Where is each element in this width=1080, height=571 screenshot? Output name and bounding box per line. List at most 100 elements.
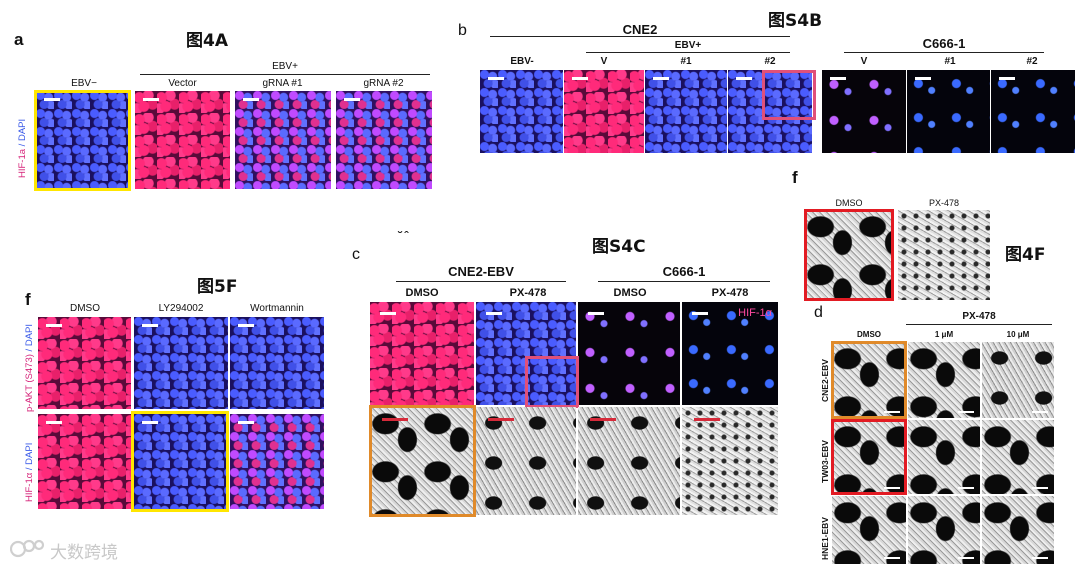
figs4b-cne2-rule — [490, 36, 790, 37]
fig4d-image-r3-10um — [982, 496, 1054, 564]
fig4d-image-r1-10um — [982, 342, 1054, 418]
figs4b-c666-col-1: #1 — [944, 56, 956, 67]
fig5f-image-r2-dmso — [38, 414, 131, 509]
fig4d-image-r2-dmso — [832, 420, 906, 494]
figs4c-group2-rule — [598, 281, 770, 282]
figs4c-image-r1-c666-dmso — [578, 302, 680, 405]
figs4c-group1-label: CNE2-EBV — [448, 264, 514, 279]
figs4c-col-dmso-1: DMSO — [405, 287, 439, 299]
figs4c-image-r2-c666-dmso — [578, 407, 680, 515]
panel-letter-a: a — [14, 30, 24, 49]
fig4d-col-10um: 10 μM — [1006, 330, 1030, 339]
figs4b-c666-image-v — [822, 70, 906, 153]
fig5f-image-r2-wort — [230, 414, 324, 509]
fig4d-row-cne2: CNE2-EBV — [820, 359, 830, 402]
figs4b-c666-col-2: #2 — [1026, 56, 1038, 67]
figs4b-col-v: V — [600, 56, 608, 67]
fig5f-image-r2-ly — [134, 414, 228, 509]
fig4d-image-r1-1um — [908, 342, 980, 418]
figs4b-c666-col-v: V — [860, 56, 868, 67]
fig5f-title: 图5F — [197, 277, 238, 297]
fig4a-image-grna2 — [336, 91, 432, 189]
figs4b-c666-rule — [844, 52, 1044, 53]
figs4c-artifact: ˘ ̂ — [398, 228, 407, 244]
figs4c-image-r1-cne2-dmso — [370, 302, 474, 405]
fig5f-image-r1-ly — [134, 317, 228, 409]
fig4f-title: 图4F — [1005, 245, 1046, 265]
fig4f-col-dmso: DMSO — [835, 198, 863, 208]
fig4d-image-r3-1um — [908, 496, 980, 564]
fig4a-image-ebv-minus — [36, 91, 130, 189]
figs4b-highlight-pink — [762, 70, 816, 120]
figs4b-ebv-plus-label: EBV+ — [674, 40, 702, 51]
figs4c-title: 图S4C — [592, 237, 646, 257]
watermark-text: 大数跨境 — [50, 543, 118, 563]
fig5f-image-r1-dmso — [38, 317, 131, 409]
panel-letter-f-5f: f — [25, 290, 31, 309]
figs4b-image-1 — [645, 70, 727, 153]
figs4b-image-v — [564, 70, 644, 153]
fig4a-col-grna2: gRNA #2 — [363, 78, 404, 89]
fig4a-highlight-yellow — [34, 90, 131, 191]
fig4f-image-px478 — [898, 210, 990, 300]
figs4c-image-r2-cne2-dmso — [370, 407, 474, 515]
fig4d-col-1um: 1 μM — [934, 330, 954, 339]
figs4b-c666-image-1 — [907, 70, 990, 153]
panel-letter-b: b — [458, 22, 467, 39]
fig5f-row1-label: p-AKT (S473) / DAPI — [24, 324, 35, 412]
fig4a-ebv-plus-rule — [140, 74, 430, 75]
figs4c-col-dmso-2: DMSO — [613, 287, 647, 299]
figs4b-col-1: #1 — [680, 56, 692, 67]
figs4b-ebv-plus-rule — [586, 52, 790, 53]
figs4b-image-2 — [728, 70, 812, 153]
fig4f-image-dmso — [805, 210, 893, 300]
fig4d-highlight-red — [831, 419, 907, 495]
fig5f-col-wortmannin: Wortmannin — [250, 303, 304, 314]
fig4d-image-r3-dmso — [832, 496, 906, 564]
figs4b-col-ebv-minus: EBV- — [510, 56, 534, 67]
fig5f-highlight-yellow — [131, 411, 229, 512]
fig4d-px478-label: PX-478 — [962, 311, 996, 322]
figs4c-overlay-label: HIF-1α — [738, 307, 772, 319]
figs4b-image-ebv-minus — [480, 70, 563, 153]
fig4d-image-r2-10um — [982, 420, 1054, 494]
figs4c-group1-rule — [396, 281, 566, 282]
fig4a-title: 图4A — [186, 31, 228, 51]
figs4c-image-r2-cne2-px478 — [476, 407, 576, 515]
figs4c-highlight-orange — [369, 405, 476, 517]
fig4a-image-vector — [135, 91, 230, 189]
watermark-logo-icon — [10, 539, 45, 558]
fig4a-col-vector: Vector — [168, 78, 197, 89]
panel-letter-f-4f: f — [792, 168, 798, 187]
fig4a-image-grna1 — [235, 91, 331, 189]
fig5f-image-r1-wort — [230, 317, 324, 409]
figs4b-cne2-label: CNE2 — [622, 22, 658, 37]
panel-letter-c: c — [352, 246, 360, 263]
fig5f-row2-label: HIF-1α / DAPI — [24, 442, 35, 502]
fig4f-highlight-red — [804, 209, 894, 301]
fig4a-ebv-plus-label: EBV+ — [272, 61, 298, 72]
figs4c-group2-label: C666-1 — [662, 264, 706, 279]
fig4d-image-r1-dmso — [832, 342, 906, 418]
figs4c-image-r1-c666-px478: HIF-1α — [682, 302, 778, 405]
fig4d-highlight-orange — [831, 341, 907, 419]
fig4a-ebv-minus-label: EBV− — [71, 78, 97, 89]
fig5f-col-dmso: DMSO — [70, 303, 100, 314]
fig4d-row-tw03: TW03-EBV — [820, 440, 830, 483]
fig4d-col-dmso: DMSO — [857, 330, 881, 339]
figs4c-image-r2-c666-px478 — [682, 407, 778, 515]
fig5f-col-ly294002: LY294002 — [158, 303, 204, 314]
panel-letter-d: d — [814, 304, 823, 321]
fig4d-px478-rule — [906, 324, 1052, 325]
figs4c-col-px478-1: PX-478 — [509, 287, 547, 299]
figs4b-title: 图S4B — [768, 11, 823, 31]
figs4c-highlight-pink — [525, 356, 579, 408]
figs4b-col-2: #2 — [764, 56, 776, 67]
fig4d-image-r2-1um — [908, 420, 980, 494]
figs4c-col-px478-2: PX-478 — [711, 287, 749, 299]
fig4d-row-hne1: HNE1-EBV — [820, 517, 830, 560]
fig4a-ylabel: HIF-1a / DAPI — [17, 118, 28, 178]
fig4a-col-grna1: gRNA #1 — [262, 78, 303, 89]
figs4b-c666-label: C666-1 — [922, 36, 966, 51]
figs4b-c666-image-2 — [991, 70, 1075, 153]
